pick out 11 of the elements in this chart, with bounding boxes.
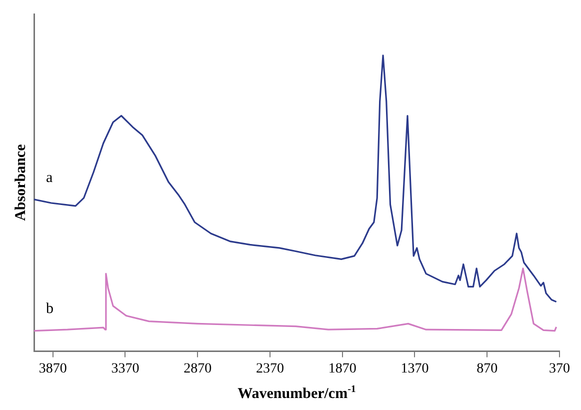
x-tick-label: 370 xyxy=(549,361,570,376)
series-label: a xyxy=(46,170,53,186)
x-tick-label: 870 xyxy=(476,361,498,376)
x-tick-label: 1370 xyxy=(400,361,429,376)
series-label: b xyxy=(46,301,54,318)
x-tick-label: 3870 xyxy=(38,361,67,376)
x-tick-label: 3370 xyxy=(111,361,140,376)
x-tick-label: 2870 xyxy=(184,361,212,376)
x-tick-label: 2370 xyxy=(256,361,284,376)
x-tick-label: 1870 xyxy=(328,361,356,376)
y-axis-title: Absorbance xyxy=(12,144,29,221)
